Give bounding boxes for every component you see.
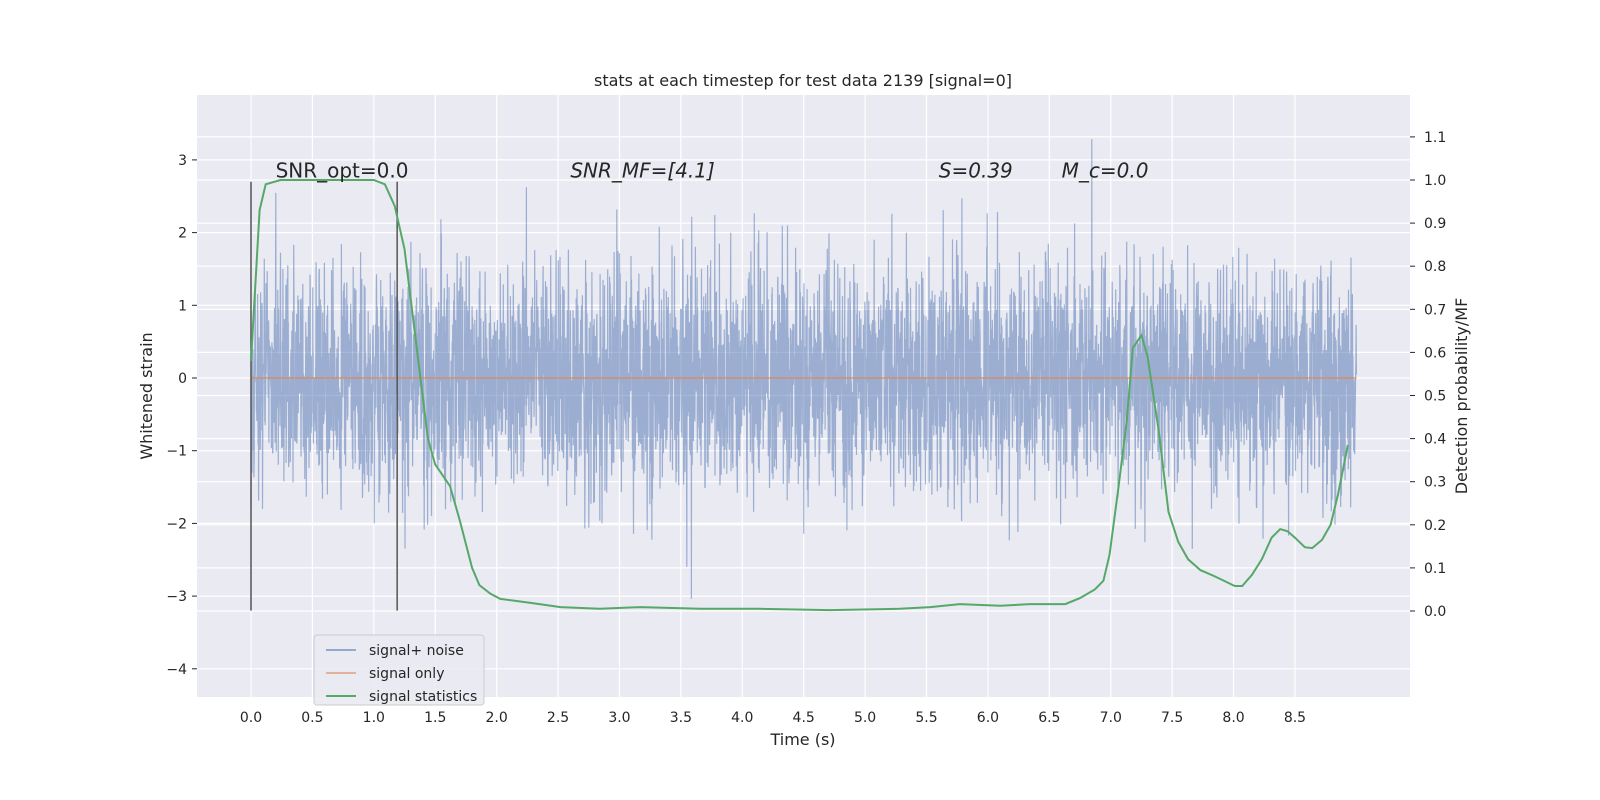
y-right-tick-label: 0.4: [1424, 432, 1446, 448]
y-right-tick-label: 0.3: [1424, 475, 1446, 491]
x-tick-label: 1.5: [424, 710, 446, 726]
y-right-tick-label: 0.9: [1424, 216, 1446, 232]
y-right-tick-label: 0.7: [1424, 302, 1446, 318]
annotation-text: S=0.39: [939, 158, 1013, 182]
x-tick-label: 7.5: [1161, 710, 1183, 726]
annotation-text: SNR_opt=0.0: [276, 158, 409, 182]
y-tick-label: 3: [178, 153, 187, 169]
x-tick-label: 2.5: [547, 710, 569, 726]
y-right-tick-label: 0.0: [1424, 604, 1446, 620]
y-axis-right: 1.1 1.0 0.9 0.8 0.7 0.6 0.5 0.4 0.3 0.2 0.1 0.0: [1410, 130, 1446, 620]
x-tick-label: 3.0: [608, 710, 630, 726]
x-tick-label: 5.0: [854, 710, 876, 726]
annotation-text: SNR_MF=[4.1]: [570, 158, 714, 182]
y-tick-label: 1: [178, 298, 187, 314]
x-tick-label: 8.0: [1222, 710, 1244, 726]
y-right-tick-label: 1.1: [1424, 130, 1446, 146]
y-tick-label: 2: [178, 226, 187, 242]
series-layer: [250, 139, 1357, 612]
x-tick-label: 0.0: [240, 710, 262, 726]
y-tick-label: −4: [166, 662, 187, 678]
x-axis: 0.0 0.5 1.0 1.5 2.0 2.5 3.0 3.5 4.0 4.5 5.0 5.5 6.0 6…: [240, 710, 1306, 726]
x-tick-label: 0.5: [301, 710, 323, 726]
legend-label: signal statistics: [369, 689, 477, 705]
y-right-tick-label: 0.1: [1424, 561, 1446, 577]
x-tick-label: 4.0: [731, 710, 753, 726]
legend: signal+ noise signal only signal statistic…: [313, 634, 485, 706]
x-tick-label: 6.0: [977, 710, 999, 726]
y-right-tick-label: 1.0: [1424, 173, 1446, 189]
annotations: SNR_opt=0.0 SNR_MF=[4.1] S=0.39 M_c=0.0: [276, 158, 1149, 182]
series-signal-statistics: [250, 179, 1349, 612]
y-axis-left: 3 2 1 0 −1 −2 −3 −4: [166, 153, 197, 678]
legend-label: signal+ noise: [369, 643, 464, 659]
x-axis-label: Time (s): [769, 730, 835, 749]
x-tick-label: 8.5: [1284, 710, 1306, 726]
x-tick-label: 1.0: [363, 710, 385, 726]
y-tick-label: −3: [166, 589, 187, 605]
y-right-tick-label: 0.8: [1424, 259, 1446, 275]
legend-label: signal only: [369, 666, 444, 682]
x-tick-label: 7.0: [1100, 710, 1122, 726]
y-right-tick-label: 0.6: [1424, 345, 1446, 361]
x-tick-label: 3.5: [670, 710, 692, 726]
legend-box: [313, 634, 485, 706]
x-tick-label: 6.5: [1038, 710, 1060, 726]
chart-title: stats at each timestep for test data 213…: [594, 71, 1012, 90]
y-right-tick-label: 0.5: [1424, 389, 1446, 405]
y-tick-label: −2: [166, 516, 187, 532]
x-tick-label: 4.5: [793, 710, 815, 726]
annotation-text: M_c=0.0: [1062, 158, 1149, 182]
x-tick-label: 5.5: [915, 710, 937, 726]
y-axis-right-label: Detection probability/MF: [1452, 298, 1471, 495]
y-tick-label: 0: [178, 371, 187, 387]
y-tick-label: −1: [166, 444, 187, 460]
y-right-tick-label: 0.2: [1424, 518, 1446, 534]
series-signal-plus-noise: [250, 139, 1357, 599]
y-axis-label: Whitened strain: [137, 332, 156, 459]
x-tick-label: 2.0: [486, 710, 508, 726]
